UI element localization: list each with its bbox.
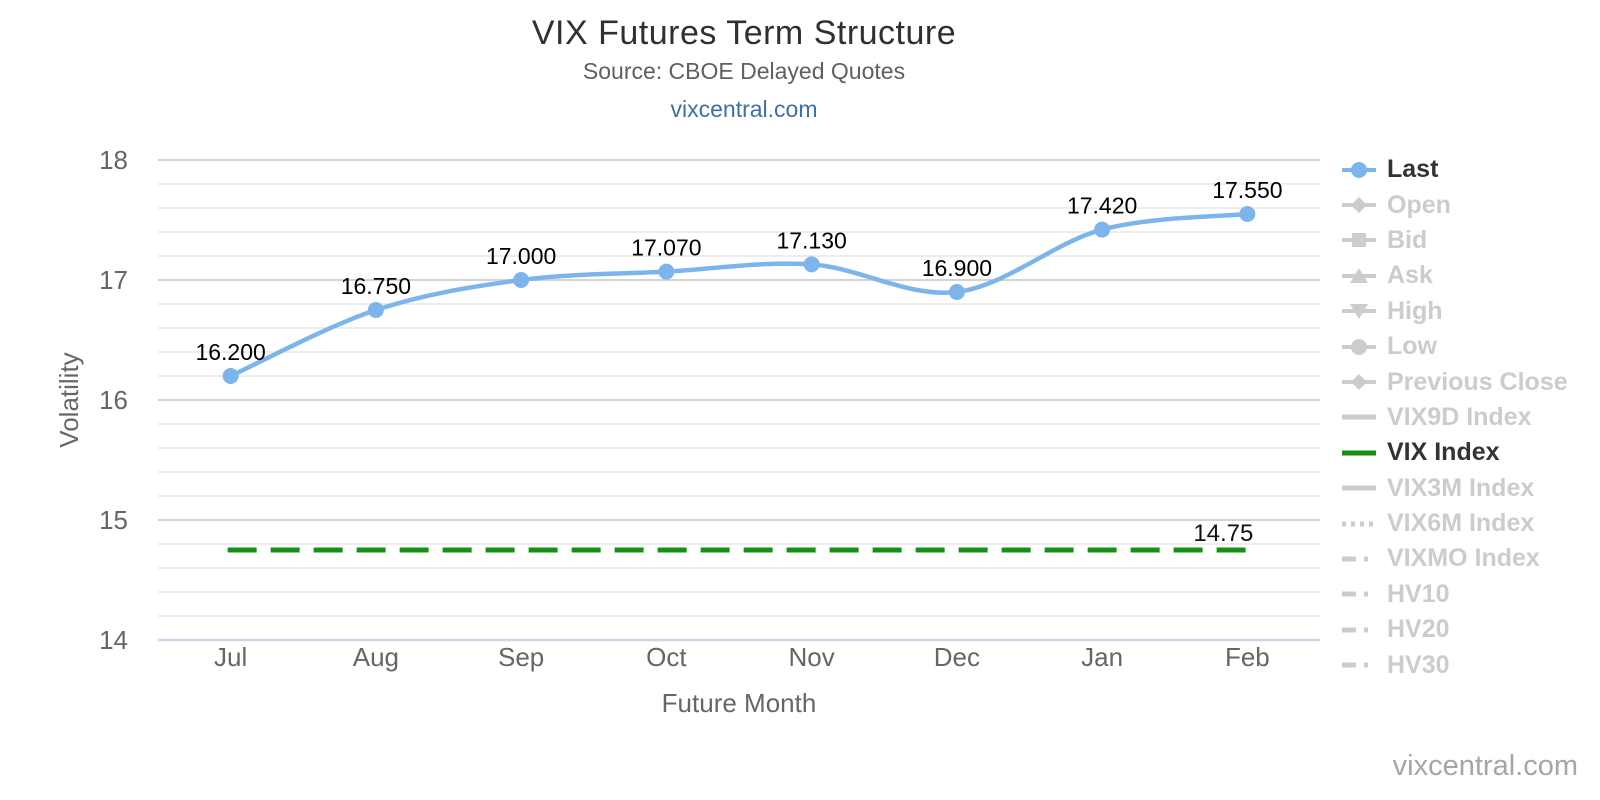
legend-item-label: HV10 [1387, 579, 1450, 608]
legend-item-label: VIX3M Index [1387, 473, 1535, 502]
data-point-Nov[interactable] [803, 256, 820, 273]
vixcentral-link[interactable]: vixcentral.com [670, 96, 818, 122]
legend-item-label: VIX6M Index [1387, 509, 1535, 538]
x-tick-label: Jul [214, 642, 247, 672]
data-label: 16.200 [195, 339, 265, 365]
legend-item-vixmo-index[interactable]: VIXMO Index [1341, 541, 1568, 576]
data-label: 17.070 [631, 235, 701, 261]
line-marker-icon [1342, 450, 1376, 456]
data-label: 17.000 [486, 243, 556, 269]
x-tick-label: Aug [353, 642, 399, 672]
legend-item-label: VIXMO Index [1387, 544, 1540, 573]
x-tick-label: Oct [646, 642, 687, 672]
dash-dot-line-marker-icon [1342, 662, 1376, 668]
line-triangle-down-marker-icon [1342, 304, 1376, 320]
legend-item-vix6m-index[interactable]: VIX6M Index [1341, 506, 1568, 541]
legend-item-vix-index[interactable]: VIX Index [1341, 435, 1568, 470]
data-point-Jan[interactable] [1094, 221, 1111, 238]
legend-item-last[interactable]: Last [1341, 152, 1568, 187]
legend-item-label: Open [1387, 190, 1451, 219]
dash-dot-line-marker-icon [1342, 556, 1376, 562]
data-label: 16.900 [922, 255, 992, 281]
legend-item-label: HV20 [1387, 615, 1450, 644]
data-point-Aug[interactable] [367, 302, 384, 318]
line-circle-marker-icon [1342, 161, 1376, 178]
data-point-Dec[interactable] [948, 284, 965, 300]
legend-item-label: Ask [1387, 261, 1433, 290]
legend-item-bid[interactable]: Bid [1341, 223, 1568, 258]
y-tick-label: 14 [99, 625, 128, 655]
credits-link[interactable]: vixcentral.com [1392, 750, 1578, 782]
y-tick-label: 16 [99, 385, 128, 415]
legend-item-label: Previous Close [1387, 367, 1568, 396]
x-tick-label: Jan [1081, 642, 1123, 672]
x-tick-label: Sep [498, 642, 544, 672]
legend-item-hv20[interactable]: HV20 [1341, 612, 1568, 647]
data-point-Feb[interactable] [1239, 206, 1256, 222]
line-marker-icon [1342, 414, 1376, 420]
data-label: 16.750 [341, 273, 411, 299]
line-diamond-marker-icon [1342, 374, 1376, 391]
data-label: 17.130 [776, 227, 846, 253]
data-label: 17.420 [1067, 193, 1137, 219]
x-tick-label: Nov [789, 642, 835, 672]
dash-dot-line-marker-icon [1342, 627, 1376, 633]
dash-dot-line-marker-icon [1342, 591, 1376, 597]
data-point-Sep[interactable] [513, 272, 530, 288]
data-point-Oct[interactable] [658, 263, 675, 280]
y-axis-title: Volatility [54, 352, 84, 447]
y-tick-label: 15 [99, 505, 128, 535]
legend-item-ask[interactable]: Ask [1341, 258, 1568, 293]
legend-item-vix3m-index[interactable]: VIX3M Index [1341, 471, 1568, 506]
chart-subtitle: Source: CBOE Delayed Quotes [582, 58, 906, 84]
legend-item-hv10[interactable]: HV10 [1341, 577, 1568, 612]
legend-item-open[interactable]: Open [1341, 187, 1568, 222]
dotted-line-marker-icon [1342, 521, 1376, 527]
legend-item-label: VIX9D Index [1387, 402, 1532, 431]
y-tick-label: 18 [99, 145, 128, 175]
data-point-Jul[interactable] [222, 368, 239, 384]
legend-item-vix9d-index[interactable]: VIX9D Index [1341, 400, 1568, 435]
legend-item-label: High [1387, 296, 1443, 325]
line-circle-marker-icon [1342, 338, 1376, 355]
chart-title: VIX Futures Term Structure [531, 14, 957, 52]
x-tick-label: Feb [1225, 642, 1270, 672]
last-series-line [228, 211, 1250, 379]
y-tick-label: 17 [99, 265, 128, 295]
legend: Last Open Bid Ask High Low Previous Close VIX9D… [1341, 152, 1568, 683]
legend-item-label: HV30 [1387, 650, 1450, 679]
legend-item-hv30[interactable]: HV30 [1341, 647, 1568, 682]
vix-index-value-label: 14.75 [1193, 520, 1253, 547]
line-square-marker-icon [1342, 233, 1376, 248]
legend-item-high[interactable]: High [1341, 294, 1568, 329]
legend-item-label: VIX Index [1387, 438, 1500, 467]
line-triangle-up-marker-icon [1342, 267, 1376, 283]
legend-item-previous-close[interactable]: Previous Close [1341, 364, 1568, 399]
legend-item-low[interactable]: Low [1341, 329, 1568, 364]
legend-item-label: Bid [1387, 225, 1428, 254]
line-marker-icon [1342, 485, 1376, 491]
x-axis-title: Future Month [662, 688, 817, 718]
data-label: 17.550 [1212, 177, 1282, 203]
legend-item-label: Last [1387, 155, 1439, 184]
legend-item-label: Low [1387, 332, 1437, 361]
line-diamond-marker-icon [1342, 197, 1376, 214]
x-tick-label: Dec [934, 642, 980, 672]
